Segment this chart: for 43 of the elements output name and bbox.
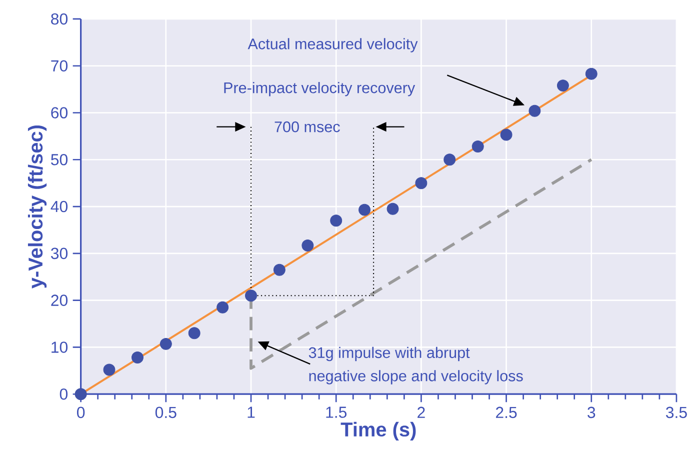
point <box>132 352 144 364</box>
y-tick-label: 50 <box>51 154 68 166</box>
x-tick-label: 1 <box>248 406 255 418</box>
point <box>556 80 569 92</box>
x-axis-title: Time (s) <box>340 422 416 441</box>
y-tick-label: 0 <box>60 388 68 400</box>
point <box>216 301 229 314</box>
annotation: 31g impulse with abrupt <box>308 346 470 362</box>
point <box>103 364 116 376</box>
x-tick-label: 1.5 <box>326 406 347 418</box>
point <box>585 68 598 80</box>
annotation: Actual measured velocity <box>248 38 418 52</box>
point <box>415 177 428 190</box>
y-tick-label: 10 <box>52 342 68 353</box>
x-tick-label: 2.5 <box>496 406 517 418</box>
point <box>358 204 371 216</box>
y-tick-label: 70 <box>51 60 68 72</box>
x-tick-label: 0.5 <box>155 406 176 418</box>
point <box>528 104 541 117</box>
point <box>500 128 512 141</box>
x-tick-label: 3 <box>588 406 596 418</box>
point <box>245 290 257 302</box>
y-tick-label: 80 <box>51 13 68 25</box>
x-tick-label: 3.5 <box>666 406 687 418</box>
point <box>444 154 456 166</box>
annotation: Pre-impact velocity recovery <box>224 82 416 96</box>
y-tick-label: 20 <box>51 294 68 306</box>
x-tick-label: 2 <box>418 406 425 418</box>
point <box>188 327 200 340</box>
y-tick-label: 30 <box>50 248 68 260</box>
point <box>273 264 286 276</box>
point <box>302 239 314 252</box>
y-tick-label: 60 <box>51 107 68 118</box>
point <box>160 338 172 350</box>
y-axis-title: y-Velocity (ft/sec) <box>28 126 47 288</box>
x-tick-label: 0 <box>77 406 85 418</box>
annotation: negative slope and velocity loss <box>309 370 523 384</box>
annotation: 700 msec <box>274 121 340 132</box>
point <box>74 388 87 400</box>
point <box>472 140 484 153</box>
y-tick-label: 40 <box>50 200 68 212</box>
point <box>330 214 342 227</box>
point <box>386 202 399 215</box>
